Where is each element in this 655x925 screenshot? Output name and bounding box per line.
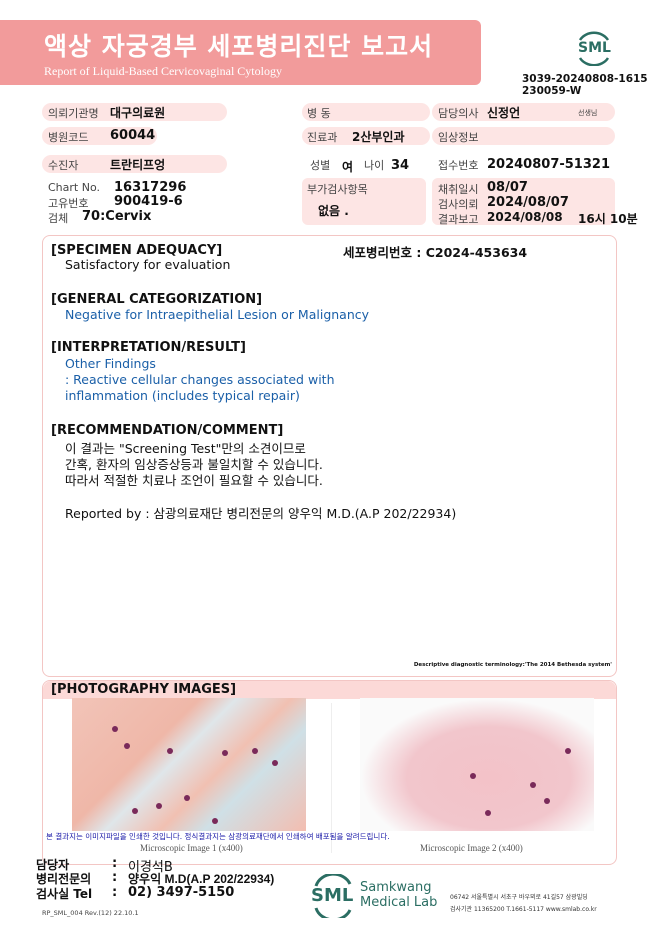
sml-logo: SML [574, 30, 614, 67]
lab-name: Samkwang Medical Lab [360, 880, 438, 910]
doctor-field [432, 103, 615, 121]
report-title: 액상 자궁경부 세포병리진단 보고서 [44, 32, 434, 61]
report-date: 2024/08/08 [487, 210, 563, 224]
additional-tests: 없음 . [318, 204, 349, 218]
department: 2산부인과 [352, 130, 405, 144]
ward-field [302, 103, 430, 121]
dates-field [432, 178, 615, 225]
clinical-info-field [432, 127, 615, 145]
hospital-code: 60044 [110, 128, 156, 143]
cytology-number: 세포병리번호 : C2024-453634 [343, 245, 528, 260]
collect-date: 08/07 [487, 180, 528, 195]
patient-name: 트란티프엉 [110, 158, 166, 172]
sml-footer-logo: SML [310, 872, 355, 922]
microscopic-image-1 [72, 698, 306, 831]
microscopic-image-2 [360, 698, 594, 831]
title-band [0, 20, 481, 85]
institution-field [42, 103, 227, 121]
image-2-caption: Microscopic Image 2 (x400) [420, 843, 523, 853]
result-box: [SPECIMEN ADEQUACY] 세포병리번호 : C2024-45363… [42, 235, 617, 677]
image-1-caption: Microscopic Image 1 (x400) [140, 843, 243, 853]
receipt-no: 20240807-51321 [487, 157, 610, 172]
patient-field [42, 155, 227, 173]
pathologist: 양우익 M.D(A.P 202/22934) [128, 872, 275, 886]
department-field [302, 127, 430, 145]
document-id: 3039-20240808-1615 230059-W [522, 73, 648, 97]
additional-tests-field [302, 178, 426, 225]
hospital-code-field [42, 127, 157, 145]
lab-address: 06742 서울특별시 서초구 바우뫼로 41길57 삼광빌딩 검사기관 1136… [450, 894, 597, 913]
doctor: 신정언 [487, 106, 521, 120]
institution: 대구의료원 [110, 106, 166, 120]
lab-tel: 02) 3497-5150 [128, 885, 235, 900]
specimen: 70:Cervix [82, 209, 152, 224]
reported-by: Reported by : 삼광의료재단 병리전문의 양우익 M.D.(A.P … [65, 506, 457, 521]
request-date: 2024/08/07 [487, 195, 569, 210]
unique-no: 900419-6 [114, 194, 183, 209]
staff: 이경석B [128, 860, 173, 875]
print-notice: 본 결과지는 이미지파일을 인쇄한 것입니다. 정식결과지는 삼광의료재단에서 … [46, 832, 390, 841]
report-time: 16시 10분 [578, 212, 638, 226]
category-result: Negative for Intraepithelial Lesion or M… [65, 307, 370, 322]
sex: 여 [342, 160, 354, 174]
age: 34 [391, 158, 410, 173]
chart-no: 16317296 [114, 180, 187, 195]
report-subtitle: Report of Liquid-Based Cervicovaginal Cy… [44, 64, 282, 78]
